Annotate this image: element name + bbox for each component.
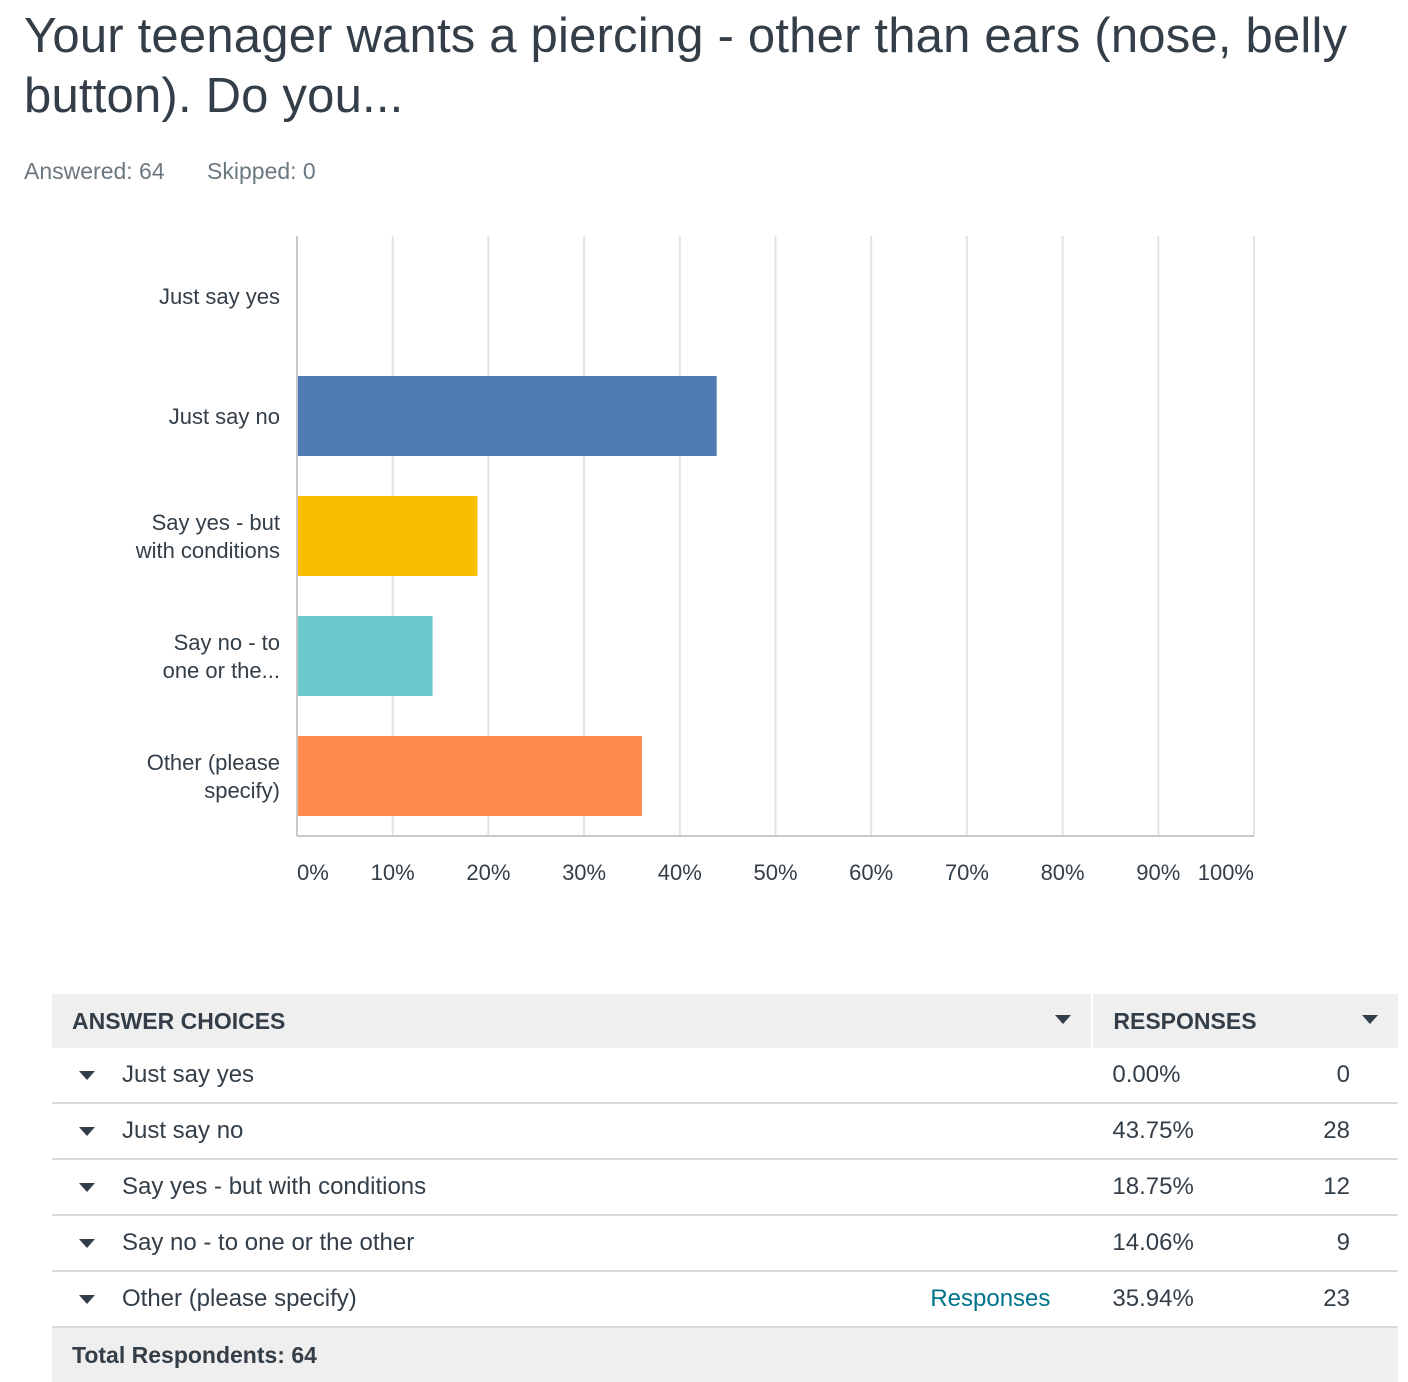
- table-row: Say no - to one or the other 14.06% 9: [52, 1215, 1398, 1272]
- bar: [298, 376, 717, 456]
- category-label: Just say no: [169, 404, 280, 429]
- responses-link: [755, 1103, 1093, 1160]
- response-stats: Answered: 64 Skipped: 0: [24, 158, 352, 185]
- bar: [298, 616, 433, 696]
- table-row: Just say yes 0.00% 0: [52, 1048, 1398, 1104]
- x-tick-label: 80%: [1041, 860, 1085, 885]
- table-header-row: ANSWER CHOICES RESPONSES: [52, 994, 1398, 1048]
- answer-choices-header[interactable]: ANSWER CHOICES: [52, 994, 1094, 1048]
- question-title: Your teenager wants a piercing - other t…: [24, 9, 1348, 123]
- category-label: with conditions: [135, 538, 280, 563]
- bar-chart: 0% 10% 20% 30% 40% 50% 60% 70% 80% 90% 100% Just sa…: [135, 236, 1255, 885]
- responses-link: [755, 1215, 1093, 1272]
- choice-label: Just say yes: [122, 1048, 756, 1104]
- expand-caret-icon[interactable]: [79, 1071, 95, 1081]
- category-label: Other (please: [147, 750, 280, 775]
- bar: [298, 736, 642, 816]
- responses-link[interactable]: Responses: [755, 1271, 1093, 1328]
- response-percent: 35.94%: [1092, 1271, 1313, 1328]
- answered-count: Answered: 64: [24, 158, 165, 184]
- expand-caret-icon[interactable]: [79, 1183, 95, 1193]
- response-count: 12: [1312, 1159, 1398, 1216]
- category-label: Say yes - but: [152, 510, 280, 535]
- total-row: Total Respondents: 64: [52, 1327, 1398, 1382]
- category-label: one or the...: [163, 658, 280, 683]
- responses-header[interactable]: RESPONSES: [1092, 994, 1398, 1048]
- x-tick-label: 90%: [1136, 860, 1180, 885]
- sort-down-icon[interactable]: [1055, 1015, 1072, 1024]
- total-respondents: Total Respondents: 64: [52, 1327, 1398, 1382]
- x-tick-label: 50%: [753, 860, 797, 885]
- category-label: Just say yes: [159, 284, 280, 309]
- category-label: specify): [204, 778, 280, 803]
- responses-link: [755, 1048, 1093, 1104]
- answer-table: ANSWER CHOICES RESPONSES Just say yes 0.…: [52, 994, 1398, 1382]
- x-tick-label: 70%: [945, 860, 989, 885]
- response-percent: 18.75%: [1092, 1159, 1313, 1216]
- response-percent: 43.75%: [1092, 1103, 1313, 1160]
- bar: [298, 496, 478, 576]
- choice-label: Just say no: [122, 1103, 756, 1160]
- x-tick-label: 100%: [1198, 860, 1254, 885]
- response-percent: 0.00%: [1092, 1048, 1313, 1104]
- response-percent: 14.06%: [1092, 1215, 1313, 1272]
- category-label: Say no - to: [174, 630, 280, 655]
- response-count: 0: [1312, 1048, 1398, 1104]
- response-count: 9: [1312, 1215, 1398, 1272]
- x-tick-label: 10%: [371, 860, 415, 885]
- expand-caret-icon[interactable]: [79, 1295, 95, 1305]
- table-row: Just say no 43.75% 28: [52, 1103, 1398, 1160]
- skipped-count: Skipped: 0: [207, 158, 316, 184]
- x-tick-label: 0%: [297, 860, 329, 885]
- choice-label: Say no - to one or the other: [122, 1215, 756, 1272]
- response-count: 28: [1312, 1103, 1398, 1160]
- expand-caret-icon[interactable]: [79, 1127, 95, 1137]
- x-tick-label: 20%: [466, 860, 510, 885]
- choice-label: Say yes - but with conditions: [122, 1159, 756, 1216]
- expand-caret-icon[interactable]: [79, 1239, 95, 1249]
- response-count: 23: [1312, 1271, 1398, 1328]
- x-tick-label: 40%: [658, 860, 702, 885]
- sort-down-icon[interactable]: [1362, 1015, 1378, 1024]
- x-tick-label: 30%: [562, 860, 606, 885]
- table-row: Other (please specify) Responses 35.94% …: [52, 1271, 1398, 1328]
- table-row: Say yes - but with conditions 18.75% 12: [52, 1159, 1398, 1216]
- x-tick-label: 60%: [849, 860, 893, 885]
- responses-link: [755, 1159, 1093, 1216]
- choice-label: Other (please specify): [122, 1271, 756, 1328]
